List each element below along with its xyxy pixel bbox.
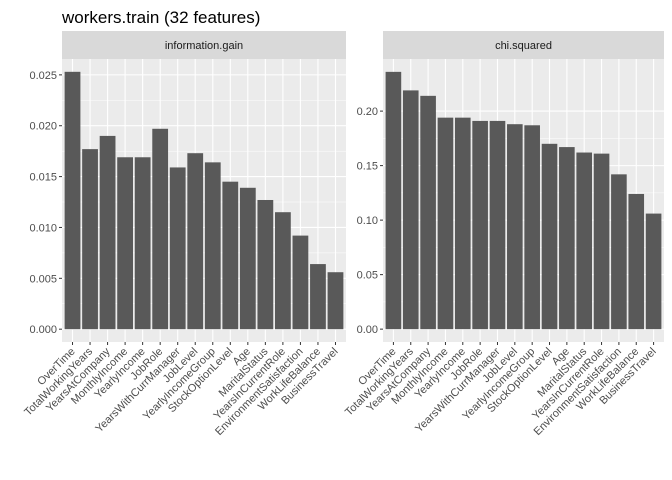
facet-strip-label: information.gain	[165, 40, 243, 52]
y-tick-label: 0.005	[29, 273, 57, 285]
bar-YearsInCurrentRole	[593, 153, 610, 330]
bar-MonthlyIncome	[117, 157, 133, 330]
bar-MaritalStatus	[257, 199, 274, 330]
bar-Age	[559, 147, 575, 330]
y-tick-label: 0.025	[29, 70, 57, 82]
chart-title: workers.train (32 features)	[61, 8, 260, 27]
bar-YearsAtCompany	[420, 95, 436, 330]
facet-strip	[62, 31, 346, 59]
bar-WorkLifeBalance	[628, 193, 645, 330]
bar-BusinessTravel	[327, 272, 344, 330]
bar-YearsInCurrentRole	[275, 212, 291, 330]
facet-panel-0: information.gain 0.000 0.005 0.010 0.015 0.02…	[22, 31, 346, 438]
bar-EnvironmentSatisfaction	[292, 235, 309, 330]
bar-JobRole	[152, 128, 169, 330]
bar-WorkLifeBalance	[310, 264, 326, 330]
bar-Age	[239, 187, 256, 330]
bar-YearsWithCurrManager	[169, 167, 186, 330]
y-tick-label: 0.000	[29, 324, 57, 336]
y-tick-label: 0.00	[357, 324, 378, 336]
bar-YearsAtCompany	[99, 135, 116, 330]
bar-MonthlyIncome	[437, 117, 454, 330]
bar-EnvironmentSatisfaction	[611, 174, 627, 330]
bar-YearsWithCurrManager	[489, 120, 506, 330]
bar-YearlyIncome	[454, 117, 471, 330]
bar-MaritalStatus	[576, 152, 593, 330]
bar-JobLevel	[187, 153, 204, 330]
bar-StockOptionLevel	[222, 181, 239, 330]
bar-BusinessTravel	[645, 213, 662, 330]
bar-YearlyIncomeGroup	[204, 162, 221, 330]
y-tick-label: 0.05	[357, 270, 378, 282]
bar-JobLevel	[507, 124, 523, 330]
y-tick-label: 0.010	[29, 222, 57, 234]
bar-OverTime	[385, 71, 402, 330]
facet-panel-1: chi.squared0.000.050.100.150.20OverTimeT…	[343, 31, 664, 438]
bar-YearlyIncomeGroup	[524, 125, 540, 330]
bar-JobRole	[472, 120, 488, 330]
bar-TotalWorkingYears	[82, 149, 98, 330]
facet-strip	[383, 31, 664, 59]
y-tick-label: 0.20	[357, 106, 378, 118]
bar-StockOptionLevel	[541, 143, 558, 330]
y-tick-label: 0.15	[357, 161, 378, 173]
facet-strip-label: chi.squared	[495, 40, 552, 52]
y-tick-label: 0.015	[29, 172, 57, 184]
bar-TotalWorkingYears	[402, 90, 419, 330]
bar-YearlyIncome	[134, 157, 151, 330]
y-tick-label: 0.020	[29, 121, 57, 133]
bar-OverTime	[64, 71, 81, 330]
y-tick-label: 0.10	[357, 215, 378, 227]
